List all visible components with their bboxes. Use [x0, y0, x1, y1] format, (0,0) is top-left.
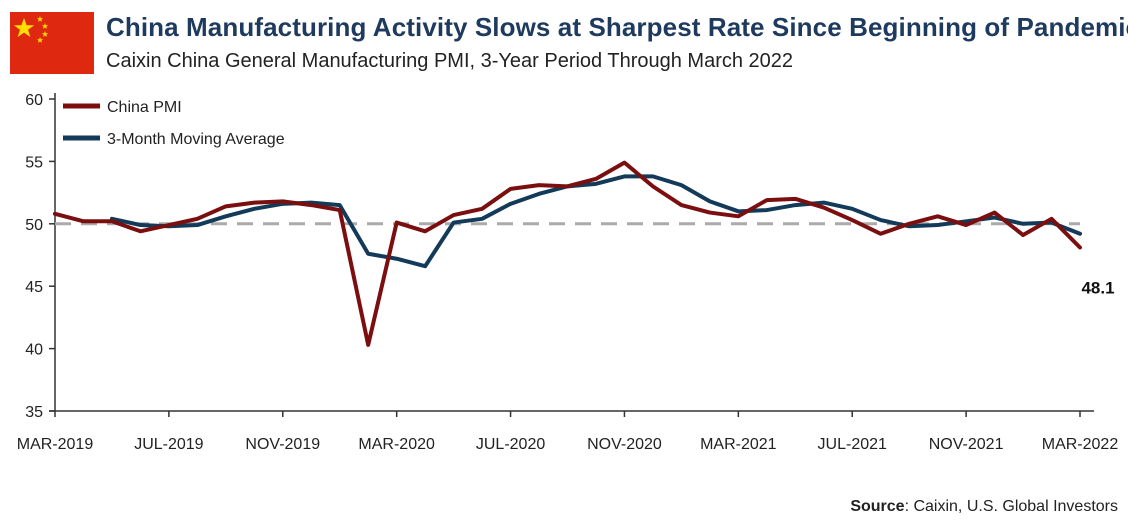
line-chart: 35 40 45 50 55 60 MAR-2019 JUL-2019 NOV-2019 MAR-… [17, 92, 1119, 453]
last-value-label: 48.1 [1081, 279, 1114, 298]
y-tick-label: 35 [25, 404, 43, 421]
x-tick-label: MAR-2019 [17, 436, 94, 453]
chart-title: China Manufacturing Activity Slows at Sh… [106, 12, 1128, 42]
legend-label: China PMI [107, 99, 182, 116]
x-tick-label: JUL-2021 [818, 436, 887, 453]
source-note: Source: Caixin, U.S. Global Investors [850, 498, 1118, 516]
x-tick-label: NOV-2019 [245, 436, 320, 453]
china-flag-icon [10, 12, 94, 74]
series-line-china-pmi [53, 160, 1082, 347]
chart-subtitle: Caixin China General Manufacturing PMI, … [106, 50, 794, 72]
source-text: : Caixin, U.S. Global Investors [904, 498, 1118, 515]
x-tick-label: MAR-2022 [1042, 436, 1119, 453]
x-tick-label: NOV-2021 [929, 436, 1004, 453]
y-tick-label: 55 [25, 154, 43, 171]
x-tick-label: MAR-2021 [700, 436, 777, 453]
legend-label: 3-Month Moving Average [107, 131, 285, 148]
series-line-moving-average [109, 174, 1082, 269]
y-tick-label: 40 [25, 342, 43, 359]
x-tick-label: MAR-2020 [358, 436, 435, 453]
x-tick-label: JUL-2019 [134, 436, 203, 453]
x-tick-label: JUL-2020 [476, 436, 545, 453]
y-tick-label: 45 [25, 279, 43, 296]
source-label: Source [850, 498, 905, 515]
y-tick-label: 60 [25, 92, 43, 109]
y-tick-label: 50 [25, 217, 43, 234]
x-tick-label: NOV-2020 [587, 436, 662, 453]
